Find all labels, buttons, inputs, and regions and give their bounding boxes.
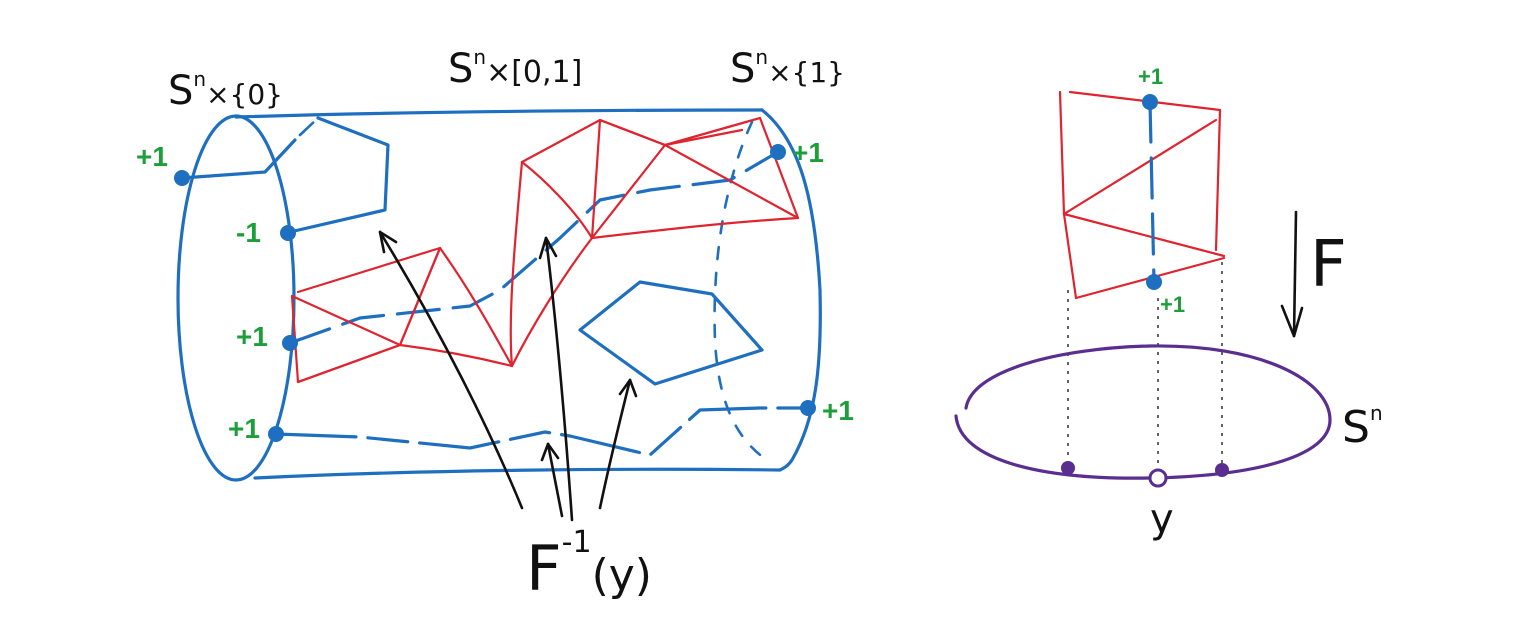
base-point-right (1215, 463, 1229, 477)
map-arrow: F (1280, 210, 1347, 338)
sign-fiber-bottom: +1 (1160, 292, 1185, 317)
fiber: +1 +1 (1058, 64, 1226, 317)
cylinder-points (174, 144, 816, 442)
arrow-1 (378, 230, 524, 510)
base-circle-path (954, 344, 1332, 480)
preimage-curves (180, 116, 810, 457)
preimage-label: F-1(y) (526, 525, 652, 605)
fiber-middle (1062, 212, 1226, 258)
base-point-left (1061, 461, 1075, 475)
tri-4 (296, 343, 514, 384)
fiber-point-top (1142, 94, 1158, 110)
right-end-front (760, 108, 822, 472)
arrow-2-head (538, 236, 558, 260)
cylinder (176, 108, 822, 482)
fiber-diagonal (1062, 118, 1218, 216)
cylinder-top-edge (234, 108, 764, 119)
tri-3 (438, 160, 524, 368)
preimage-curve-middle (288, 150, 780, 345)
map-arrow-shaft (1292, 210, 1298, 338)
label-left-end: Sn×{0} (168, 67, 283, 114)
arrow-4-head (618, 378, 638, 398)
cylinder-labels: Sn×{0} Sn×[0,1] Sn×{1} (168, 45, 845, 114)
point-right-top (770, 144, 786, 160)
sign-left-top: +1 (136, 141, 168, 172)
sign-labels: +1 -1 +1 +1 +1 +1 (136, 137, 854, 444)
fiber-point-bottom (1146, 274, 1162, 290)
preimage-arrows (378, 230, 638, 522)
arrow-2 (544, 236, 574, 522)
arrow-3 (546, 442, 564, 518)
arrow-4 (598, 378, 632, 510)
label-right-end: Sn×{1} (730, 45, 845, 92)
arrow-1-head (378, 230, 398, 254)
base-space-label: Sn (1342, 401, 1383, 453)
tri-8 (590, 118, 667, 240)
fiber-box-right (1214, 108, 1222, 252)
point-right-bottom (800, 400, 816, 416)
map-arrow-head (1280, 304, 1304, 338)
cylinder-bottom-edge (253, 467, 782, 480)
tri-11 (663, 128, 744, 147)
sign-left-third: +1 (236, 321, 268, 352)
sign-right-top: +1 (792, 137, 824, 168)
tri-12 (598, 116, 762, 147)
preimage-arc-top-cont (288, 116, 390, 234)
tri-1 (290, 294, 402, 384)
sign-left-second: -1 (236, 217, 261, 248)
arrow-3-head (540, 442, 560, 462)
triangulation (290, 116, 800, 384)
sign-right-bottom: +1 (822, 395, 854, 426)
tri-7 (520, 118, 602, 240)
projection-lines (1067, 262, 1223, 468)
sign-fiber-top: +1 (1138, 64, 1163, 89)
fiber-arc (1148, 100, 1156, 284)
base-point-y (1148, 468, 1168, 488)
base-circle: Sn y (954, 344, 1383, 542)
preimage-loop (578, 280, 764, 386)
fiber-box-left (1058, 90, 1078, 300)
point-left-second (280, 225, 296, 241)
point-left-bottom (268, 426, 284, 442)
tri-6 (510, 160, 594, 368)
point-left-third (282, 335, 298, 351)
sign-left-bottom: +1 (228, 413, 260, 444)
preimage-arc-top (180, 138, 297, 180)
map-label: F (1310, 228, 1347, 302)
point-y-label: y (1150, 496, 1174, 542)
preimage-arc-top-dashed (298, 116, 320, 137)
tri-10 (590, 216, 800, 240)
preimage-curve-bottom (274, 406, 810, 457)
tri-5 (398, 246, 442, 347)
right-end-back (713, 120, 772, 464)
point-left-top (174, 170, 190, 186)
label-middle: Sn×[0,1] (448, 45, 582, 92)
